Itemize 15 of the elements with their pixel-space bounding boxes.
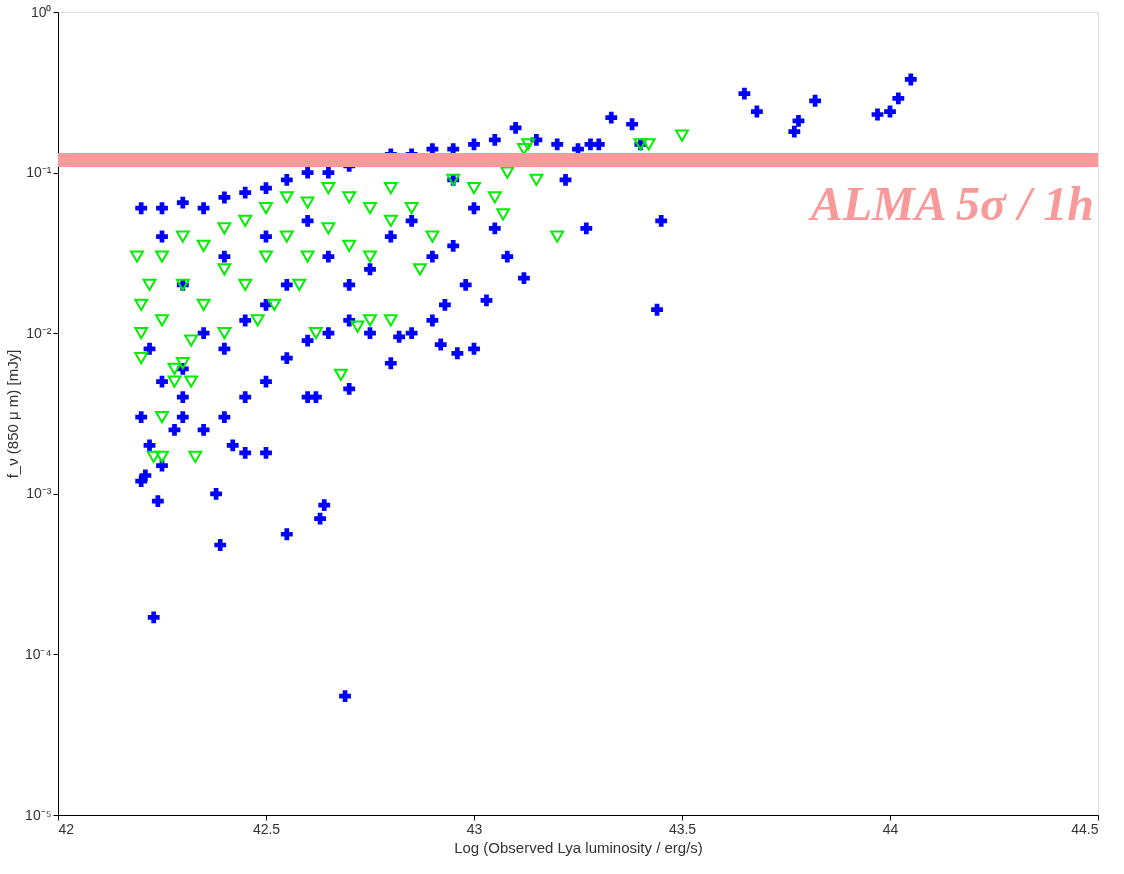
ref-line-label: ALMA 5σ / 1h (807, 176, 1094, 230)
x-axis-title: Log (Observed Lya luminosity / erg/s) (454, 838, 703, 856)
y-tick-label: 10⁻⁵ (25, 806, 52, 823)
x-tick-label: 42 (58, 820, 75, 837)
x-tick-label: 43.5 (668, 820, 697, 837)
x-tick-label: 44 (882, 820, 899, 837)
y-tick-label: 10⁰ (30, 3, 52, 20)
x-tick-label: 43 (466, 820, 483, 837)
y-tick-label: 10⁻¹ (26, 164, 52, 181)
x-tick-label: 42.5 (252, 820, 281, 837)
y-tick-label: 10⁻⁴ (24, 645, 52, 662)
y-tick-label: 10⁻² (26, 324, 52, 341)
y-tick-label: 10⁻³ (26, 485, 52, 502)
y-axis-title: f_ν (850 μ m) [mJy] (3, 349, 21, 479)
x-tick-label: 44.5 (1071, 820, 1099, 837)
